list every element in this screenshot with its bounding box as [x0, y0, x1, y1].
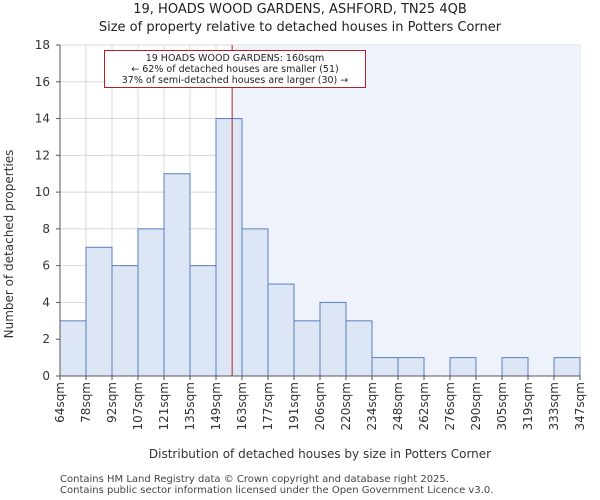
- chart-title-address: 19, HOADS WOOD GARDENS, ASHFORD, TN25 4Q…: [133, 2, 467, 17]
- footer-copyright: Contains HM Land Registry data © Crown c…: [60, 474, 449, 485]
- histogram-bar: [449, 357, 477, 377]
- x-tick-label: 107sqm: [131, 382, 145, 430]
- annotation-line-larger: 37% of semi-detached houses are larger (…: [121, 75, 349, 86]
- x-axis-label: Distribution of detached houses by size …: [149, 447, 491, 461]
- y-tick-label: 16: [35, 75, 50, 89]
- x-tick-label: 206sqm: [313, 382, 327, 430]
- x-tick-label: 191sqm: [287, 382, 301, 430]
- annotation-line-property: 19 HOADS WOOD GARDENS: 160sqm: [145, 53, 325, 64]
- histogram-bar: [397, 357, 425, 377]
- y-tick-label: 18: [35, 38, 50, 52]
- histogram-bar: [345, 320, 373, 377]
- y-tick-label: 2: [42, 332, 50, 346]
- histogram-bar: [241, 228, 269, 377]
- annotation-line-smaller: ← 62% of detached houses are smaller (51…: [131, 64, 339, 75]
- x-tick-label: 220sqm: [339, 382, 353, 430]
- x-tick-labels: 64sqm 78sqm 92sqm 107sqm 121sqm 135sqm 149sqm 1…: [53, 376, 587, 430]
- x-tick-label: 163sqm: [235, 382, 249, 430]
- histogram-bar: [293, 320, 321, 377]
- y-tick-label: 8: [42, 222, 50, 236]
- x-tick-label: 149sqm: [209, 382, 223, 430]
- footer-licence: Contains public sector information licen…: [60, 485, 494, 496]
- histogram-bar: [137, 228, 165, 377]
- x-tick-label: 248sqm: [391, 382, 405, 430]
- y-tick-label: 4: [42, 295, 50, 309]
- x-tick-label: 64sqm: [53, 382, 67, 423]
- histogram-bar: [85, 246, 113, 377]
- y-tick-label: 6: [42, 259, 50, 273]
- histogram-bar: [111, 265, 139, 377]
- bars: [59, 118, 581, 377]
- histogram-bar: [371, 357, 399, 377]
- x-tick-label: 78sqm: [79, 382, 93, 423]
- histogram-bar: [319, 301, 347, 377]
- y-tick-label: 0: [42, 369, 50, 383]
- x-tick-label: 177sqm: [261, 382, 275, 430]
- x-tick-label: 121sqm: [157, 382, 171, 430]
- histogram-bar: [267, 283, 295, 377]
- x-tick-label: 135sqm: [183, 382, 197, 430]
- histogram-bar: [59, 320, 87, 377]
- x-tick-label: 92sqm: [105, 382, 119, 423]
- y-tick-label: 10: [35, 185, 50, 199]
- x-tick-label: 234sqm: [365, 382, 379, 430]
- x-tick-label: 333sqm: [547, 382, 561, 430]
- x-tick-label: 276sqm: [443, 382, 457, 430]
- x-tick-label: 319sqm: [521, 382, 535, 430]
- histogram-bar: [215, 118, 243, 377]
- y-tick-label: 12: [35, 148, 50, 162]
- x-tick-label: 305sqm: [495, 382, 509, 430]
- y-tick-labels: 0 2 4 6 8 10 12 14 16 18: [35, 38, 60, 383]
- property-annotation-box: 19 HOADS WOOD GARDENS: 160sqm ← 62% of d…: [104, 50, 366, 88]
- histogram-bar: [553, 357, 581, 377]
- y-tick-label: 14: [35, 112, 50, 126]
- x-tick-label: 262sqm: [417, 382, 431, 430]
- histogram-bar: [501, 357, 529, 377]
- chart-title: Size of property relative to detached ho…: [98, 20, 502, 35]
- x-tick-label: 347sqm: [573, 382, 587, 430]
- y-axis-label: Number of detached properties: [2, 150, 16, 339]
- histogram-bar: [163, 173, 191, 377]
- x-tick-label: 290sqm: [469, 382, 483, 430]
- histogram-bar: [189, 265, 217, 377]
